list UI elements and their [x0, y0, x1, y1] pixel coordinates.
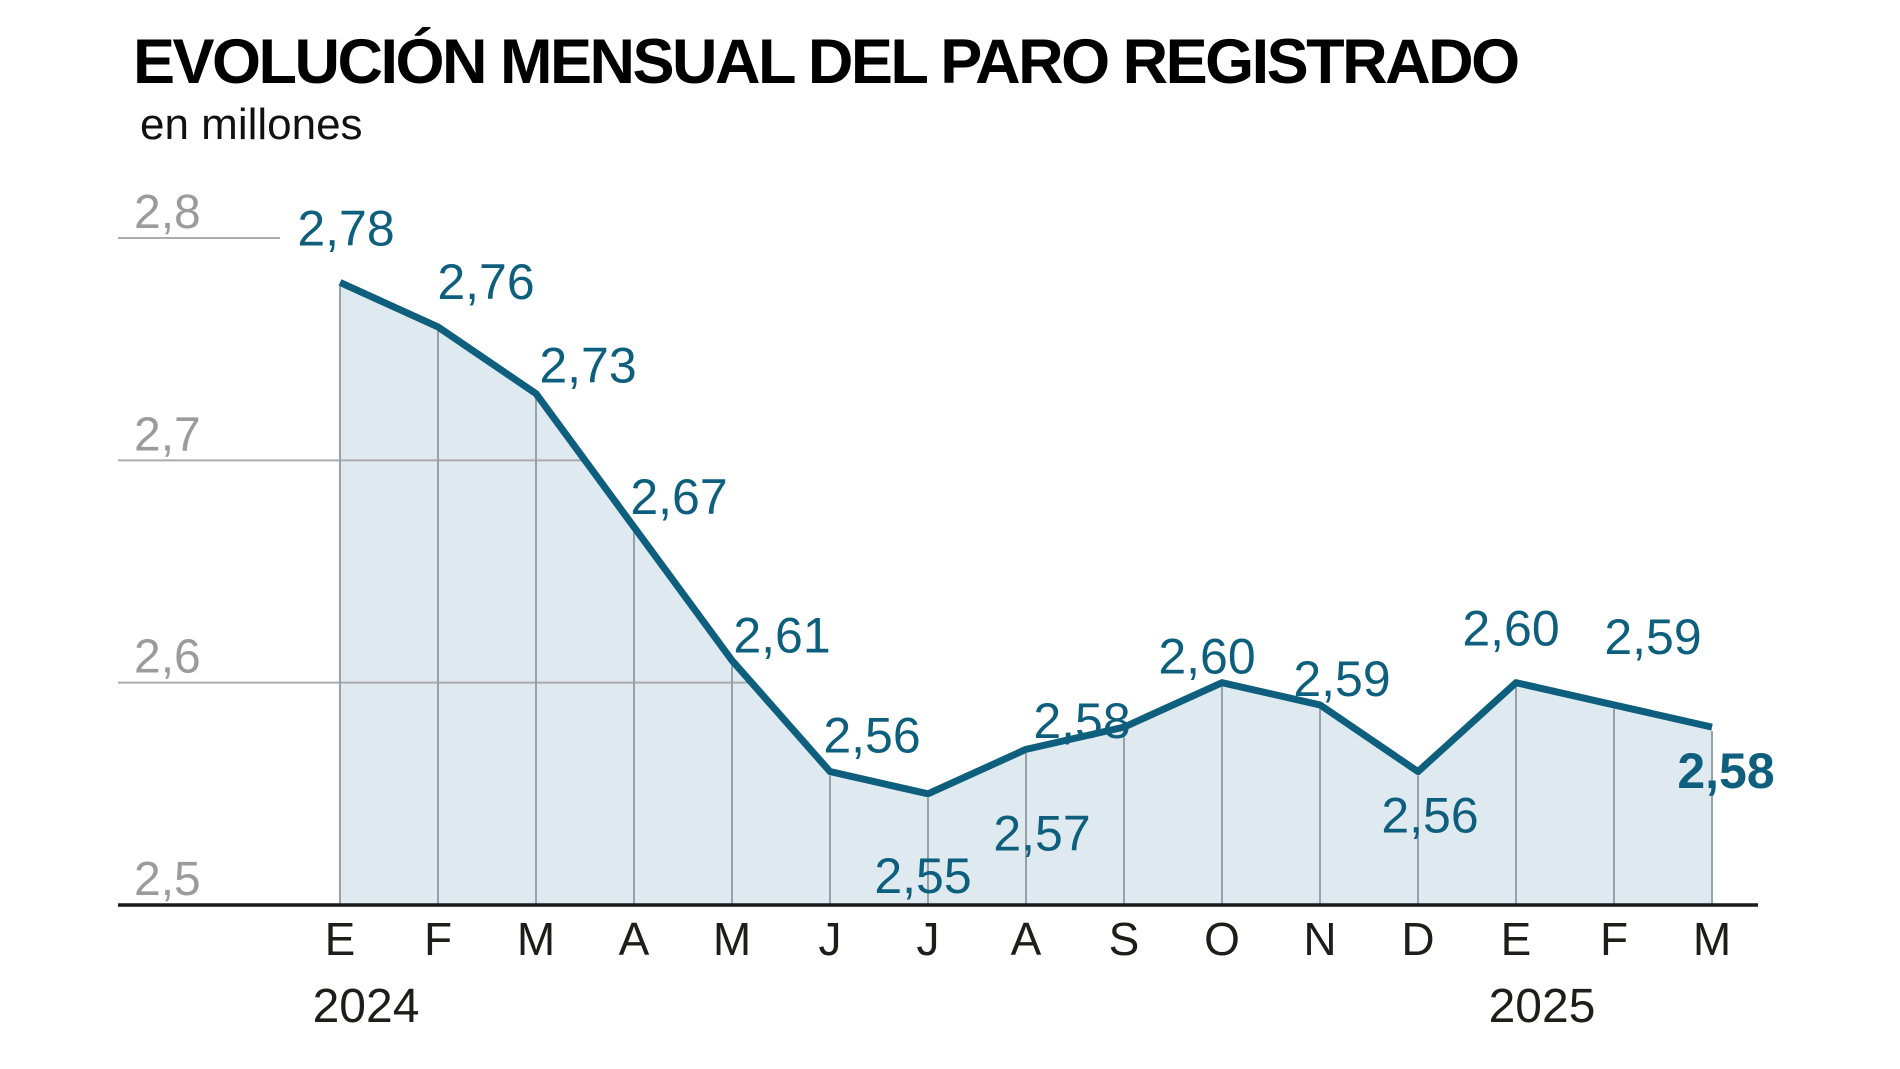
data-point-label: 2,61 [733, 607, 830, 663]
data-point-label: 2,56 [1381, 788, 1478, 844]
x-axis-month-label: D [1401, 913, 1434, 965]
x-axis-month-label: F [1600, 913, 1628, 965]
x-axis-month-label: M [713, 913, 751, 965]
x-axis-month-label: J [917, 913, 940, 965]
area-fill [340, 282, 1712, 905]
data-point-label: 2,59 [1604, 609, 1701, 665]
x-axis-month-label: J [819, 913, 842, 965]
y-axis-tick-label: 2,5 [134, 853, 201, 906]
data-point-label: 2,67 [630, 469, 727, 525]
series-line [338, 279, 1713, 798]
y-axis-tick-label: 2,7 [134, 408, 201, 461]
x-axis-month-label: M [517, 913, 555, 965]
data-point-label: 2,56 [823, 708, 920, 764]
x-axis-month-label: A [619, 913, 650, 965]
data-point-label: 2,76 [437, 254, 534, 310]
y-axis-tick-label: 2,6 [134, 631, 201, 684]
data-point-label: 2,60 [1158, 629, 1255, 685]
x-axis-month-label: N [1303, 913, 1336, 965]
x-axis-month-label: A [1011, 913, 1042, 965]
x-axis-year-label: 2024 [313, 980, 420, 1033]
x-axis-month-label: F [424, 913, 452, 965]
data-point-label: 2,58 [1677, 743, 1774, 799]
data-point-label: 2,57 [993, 805, 1090, 861]
chart-subtitle: en millones [140, 100, 363, 149]
x-axis-month-label: E [1501, 913, 1532, 965]
data-point-label: 2,73 [539, 338, 636, 394]
x-axis-month-label: E [325, 913, 356, 965]
y-axis-tick-label: 2,8 [134, 186, 201, 239]
x-axis-year-label: 2025 [1489, 980, 1596, 1033]
x-axis-month-label: O [1204, 913, 1240, 965]
x-axis-month-label: M [1693, 913, 1731, 965]
data-point-label: 2,55 [874, 848, 971, 904]
data-point-label: 2,60 [1462, 601, 1559, 657]
data-point-label: 2,59 [1293, 651, 1390, 707]
chart-title: EVOLUCIÓN MENSUAL DEL PARO REGISTRADO [133, 27, 1520, 97]
data-point-label: 2,78 [297, 200, 394, 256]
x-axis-month-label: S [1109, 913, 1140, 965]
data-point-label: 2,58 [1033, 693, 1130, 749]
